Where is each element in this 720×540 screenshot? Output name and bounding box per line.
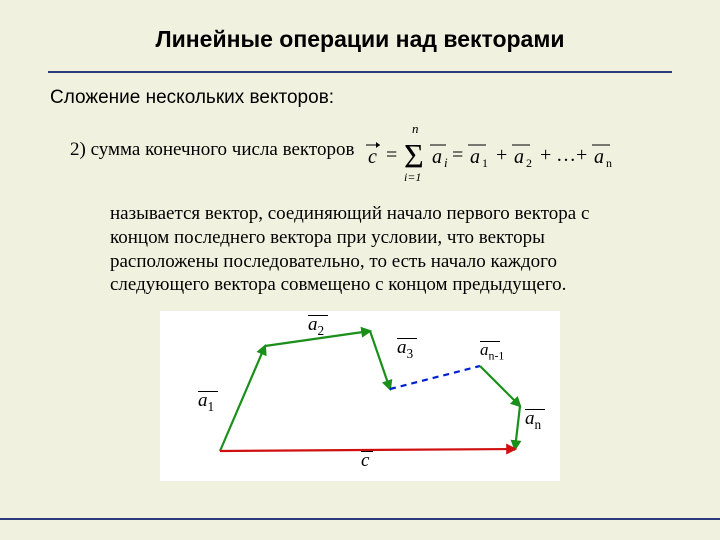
svg-text:1: 1 [482, 156, 488, 170]
svg-text:+: + [540, 144, 551, 166]
svg-text:n: n [412, 121, 419, 136]
body-paragraph: называется вектор, соединяющий начало пе… [110, 202, 610, 297]
page-title: Линейные операции над векторами [0, 0, 720, 53]
svg-text:c: c [368, 146, 377, 168]
item-text: 2) сумма конечного числа векторов [70, 121, 354, 161]
svg-text:a: a [470, 146, 480, 168]
svg-text:a: a [594, 146, 604, 168]
title-text: Линейные операции над векторами [155, 26, 564, 52]
top-rule [48, 71, 672, 73]
vector-label-a1: a1 [198, 391, 218, 415]
item-row: 2) сумма конечного числа векторов c=Σni=… [70, 121, 720, 188]
vector-label-a2: a2 [308, 315, 328, 339]
svg-text:a: a [432, 146, 442, 168]
svg-text:+: + [576, 144, 587, 166]
vector-a3 [370, 331, 390, 389]
svg-text:i=1: i=1 [404, 170, 421, 183]
bottom-rule [0, 518, 720, 520]
svg-text:i: i [444, 155, 448, 170]
svg-text:n: n [606, 156, 612, 170]
svg-text:2: 2 [526, 156, 532, 170]
vector-a1 [220, 346, 265, 451]
subtitle: Сложение нескольких векторов: [50, 87, 720, 109]
vector-label-a3: a3 [397, 338, 417, 362]
svg-text:=: = [452, 144, 463, 166]
svg-text:+: + [496, 144, 507, 166]
sum-formula: c=Σni=1ai=a1+a2+…+an [364, 121, 664, 188]
vector-label-c: c [361, 451, 373, 472]
vector-diagram: a1 a2 a3 an-1 an c [160, 311, 560, 481]
vector-label-an1: an-1 [480, 341, 504, 363]
svg-text:…: … [556, 144, 576, 166]
vector-label-an: an [525, 409, 545, 433]
vector-dash [390, 366, 480, 389]
vector-an [515, 406, 520, 449]
vector-an1 [480, 366, 520, 406]
svg-text:=: = [386, 144, 397, 166]
svg-text:a: a [514, 146, 524, 168]
